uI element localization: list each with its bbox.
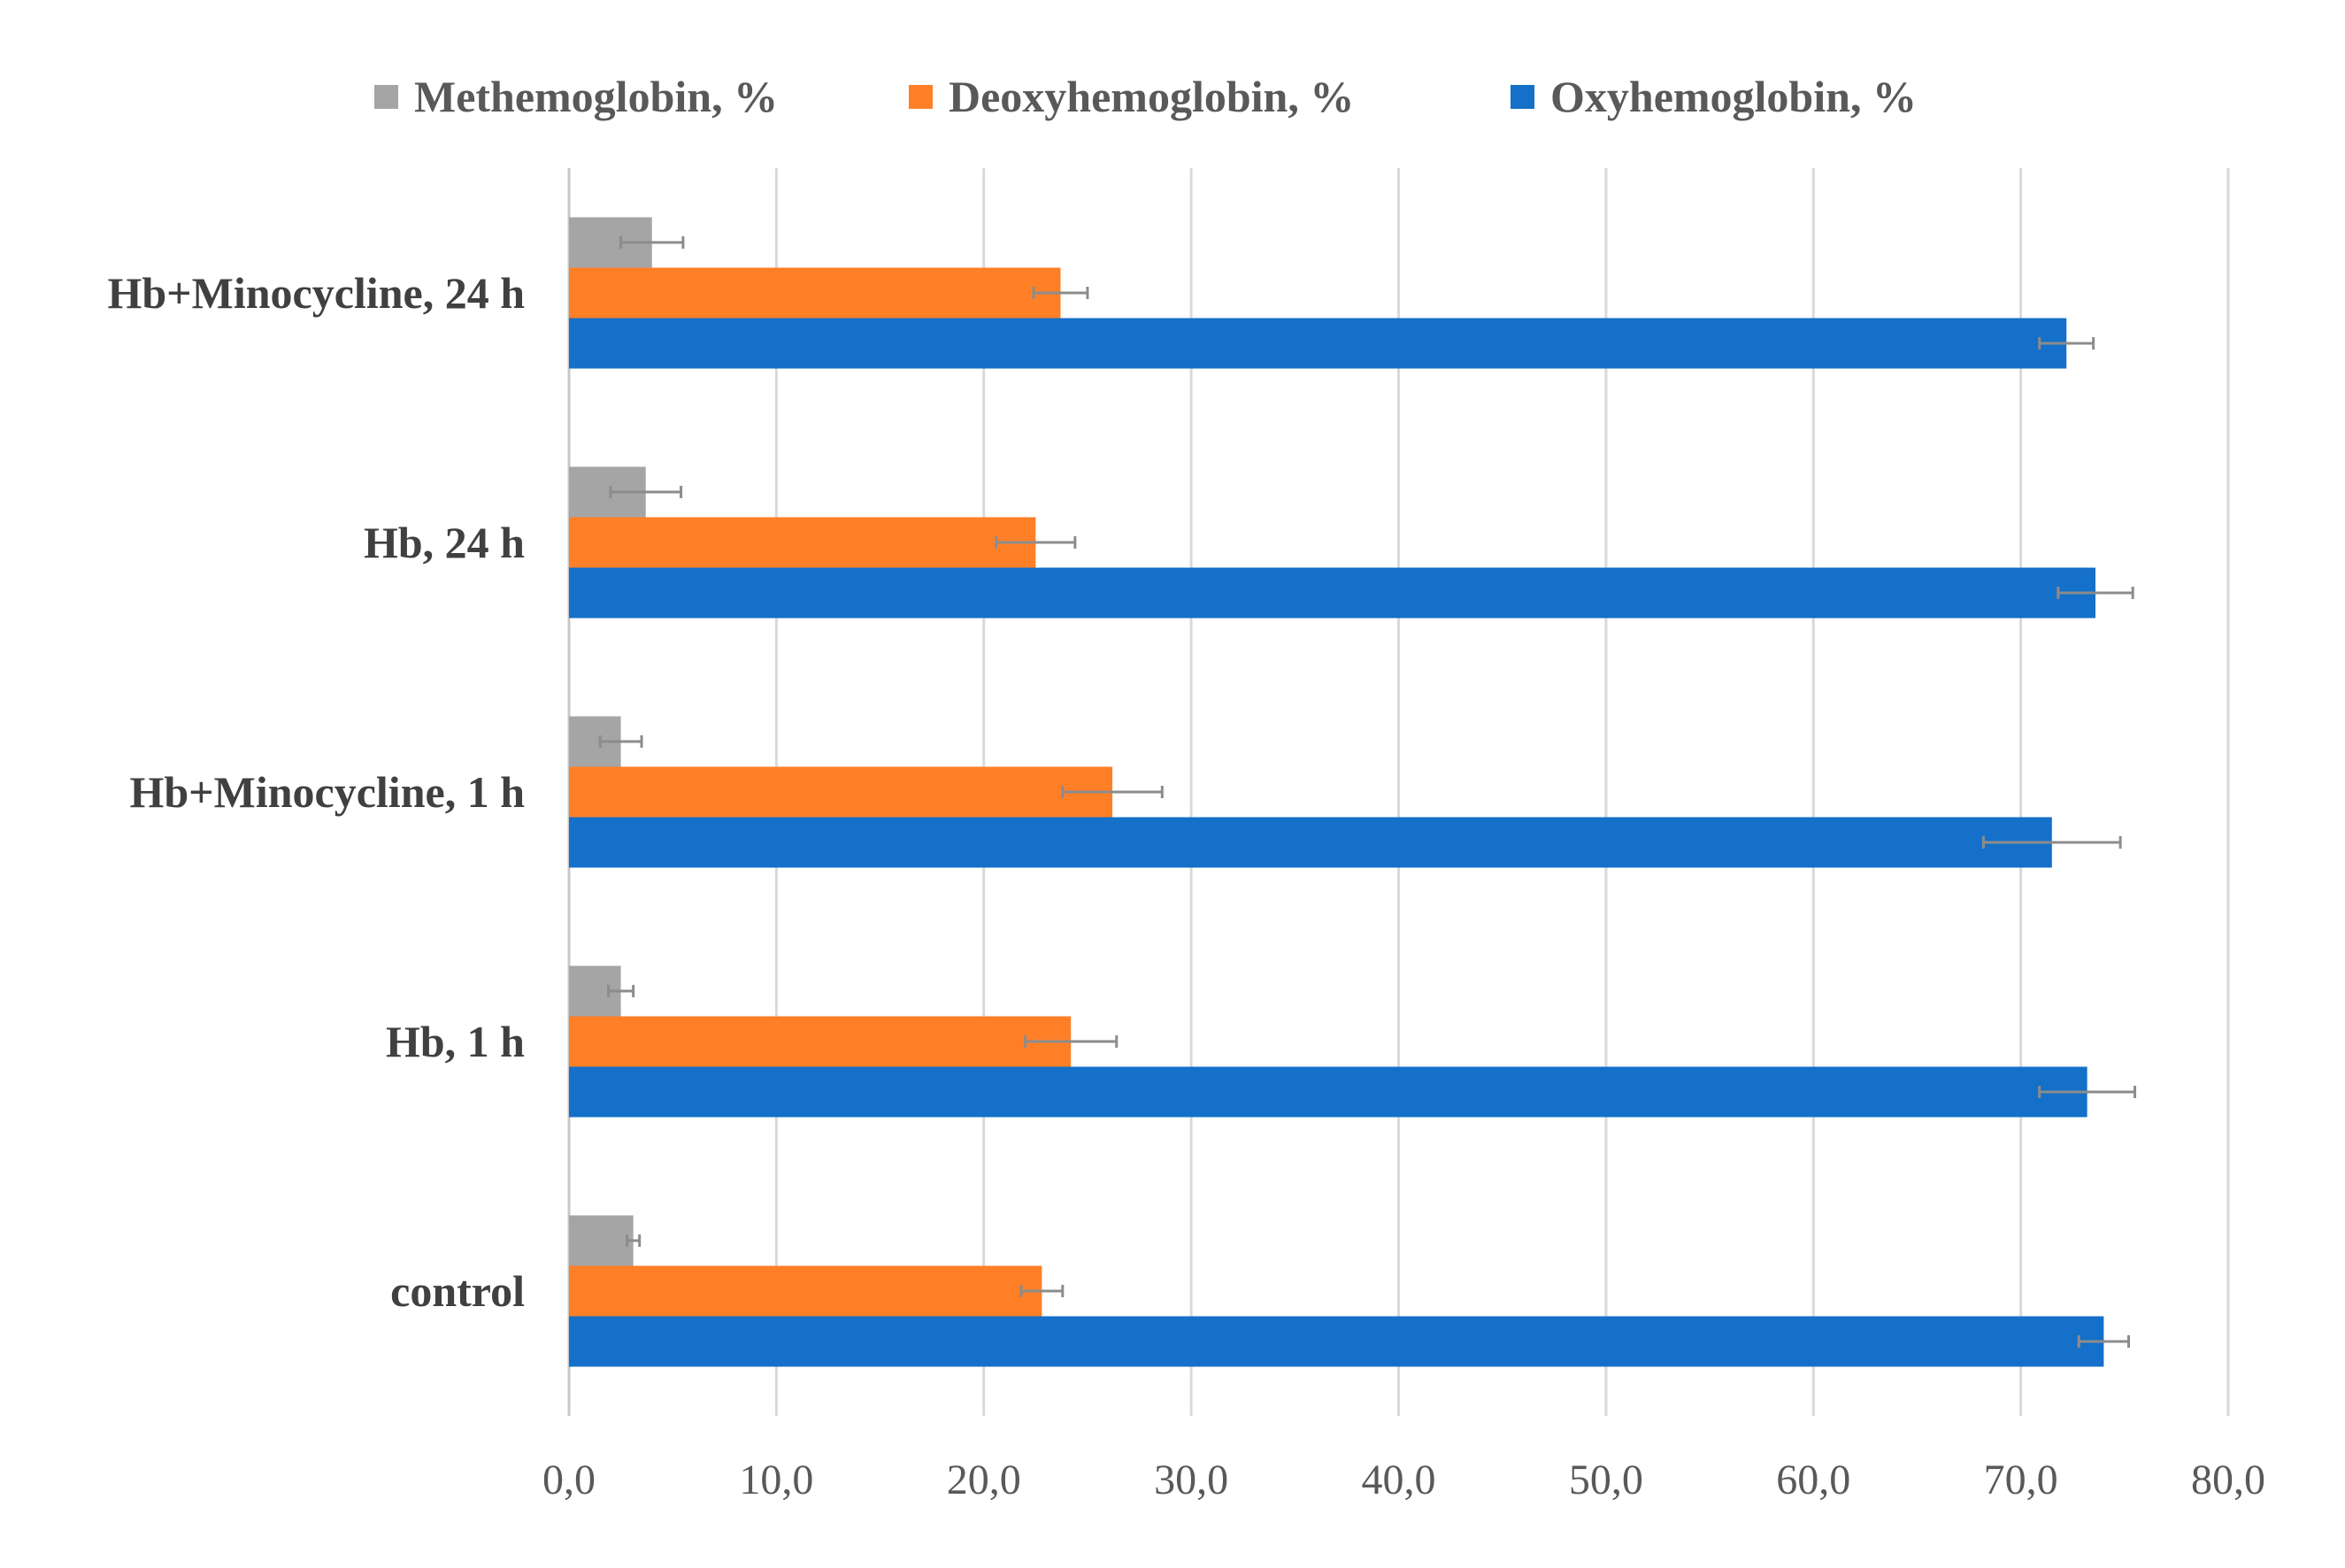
legend-swatch	[909, 85, 933, 109]
error-bar-methemoglobin-hb-minocycline-24-h	[619, 236, 685, 249]
legend-label: Methemoglobin, %	[414, 72, 778, 121]
bar-deoxyhemoglobin-hb-1-h	[569, 1016, 1072, 1067]
bar-oxyhemoglobin-hb-1-h	[569, 1066, 2087, 1118]
bar-oxyhemoglobin-hb-minocycline-24-h	[569, 318, 2067, 369]
bar-deoxyhemoglobin-hb-24-h	[569, 517, 1036, 568]
chart-area	[25, 30, 2320, 1538]
legend-item-deoxyhemoglobin: Deoxyhemoglobin, %	[909, 72, 1354, 121]
error-bar-methemoglobin-hb-24-h	[609, 486, 683, 498]
x-tick-label-4: 40,0	[1362, 1457, 1436, 1503]
legend-swatch	[1511, 85, 1534, 109]
x-tick-label-1: 10,0	[739, 1457, 813, 1503]
error-bar-deoxyhemoglobin-hb-24-h	[995, 536, 1077, 549]
error-bar-deoxyhemoglobin-hb-1-h	[1024, 1035, 1119, 1048]
bar-deoxyhemoglobin-control	[569, 1265, 1042, 1317]
value-axis: 0,0 10,0 20,0 30,0 40,0 50,0 60,0 70,0 80,0	[542, 1457, 2265, 1503]
x-tick-label-8: 80,0	[2191, 1457, 2265, 1503]
bar-methemoglobin-control	[569, 1215, 634, 1266]
error-bar-oxyhemoglobin-hb-minocycline-24-h	[2038, 337, 2095, 350]
category-label-hb-minocycline-24-h: Hb+Minocycline, 24 h	[107, 268, 525, 318]
category-label-control: control	[390, 1266, 525, 1316]
legend-swatch	[374, 85, 398, 109]
category-axis: control Hb, 1 h Hb+Minocycline, 1 h Hb, 24 …	[107, 268, 525, 1316]
error-bar-deoxyhemoglobin-hb-minocycline-1-h	[1061, 786, 1164, 798]
error-bar-oxyhemoglobin-hb-24-h	[2057, 587, 2134, 599]
bar-deoxyhemoglobin-hb-minocycline-1-h	[569, 766, 1113, 818]
error-bar-oxyhemoglobin-hb-1-h	[2038, 1086, 2137, 1098]
error-bars	[598, 236, 2137, 1348]
error-bar-oxyhemoglobin-hb-minocycline-1-h	[1981, 836, 2122, 849]
legend: Methemoglobin, % Deoxyhemoglobin, % Oxyhem…	[374, 72, 1917, 121]
legend-label: Deoxyhemoglobin, %	[949, 72, 1354, 121]
bar-oxyhemoglobin-control	[569, 1316, 2104, 1367]
error-bar-methemoglobin-hb-1-h	[607, 985, 635, 997]
plot-area	[569, 217, 2104, 1367]
bar-oxyhemoglobin-hb-24-h	[569, 567, 2095, 619]
x-tick-label-7: 70,0	[1984, 1457, 2058, 1503]
legend-label: Oxyhemoglobin, %	[1550, 72, 1917, 121]
x-tick-label-0: 0,0	[542, 1457, 596, 1503]
bar-deoxyhemoglobin-hb-minocycline-24-h	[569, 267, 1061, 319]
error-bar-methemoglobin-hb-minocycline-1-h	[598, 735, 643, 748]
legend-item-methemoglobin: Methemoglobin, %	[374, 72, 778, 121]
legend-item-oxyhemoglobin: Oxyhemoglobin, %	[1511, 72, 1917, 121]
x-tick-label-6: 60,0	[1776, 1457, 1850, 1503]
error-bar-deoxyhemoglobin-hb-minocycline-24-h	[1032, 287, 1089, 299]
error-bar-deoxyhemoglobin-control	[1019, 1285, 1065, 1297]
error-bar-methemoglobin-control	[626, 1234, 642, 1247]
category-label-hb-1-h: Hb, 1 h	[386, 1017, 525, 1066]
category-label-hb-minocycline-1-h: Hb+Minocycline, 1 h	[129, 767, 525, 817]
x-tick-label-3: 30,0	[1154, 1457, 1228, 1503]
x-tick-label-5: 50,0	[1569, 1457, 1643, 1503]
bar-oxyhemoglobin-hb-minocycline-1-h	[569, 817, 2052, 868]
category-label-hb-24-h: Hb, 24 h	[364, 518, 525, 567]
error-bar-oxyhemoglobin-control	[2077, 1335, 2130, 1348]
x-tick-label-2: 20,0	[947, 1457, 1021, 1503]
